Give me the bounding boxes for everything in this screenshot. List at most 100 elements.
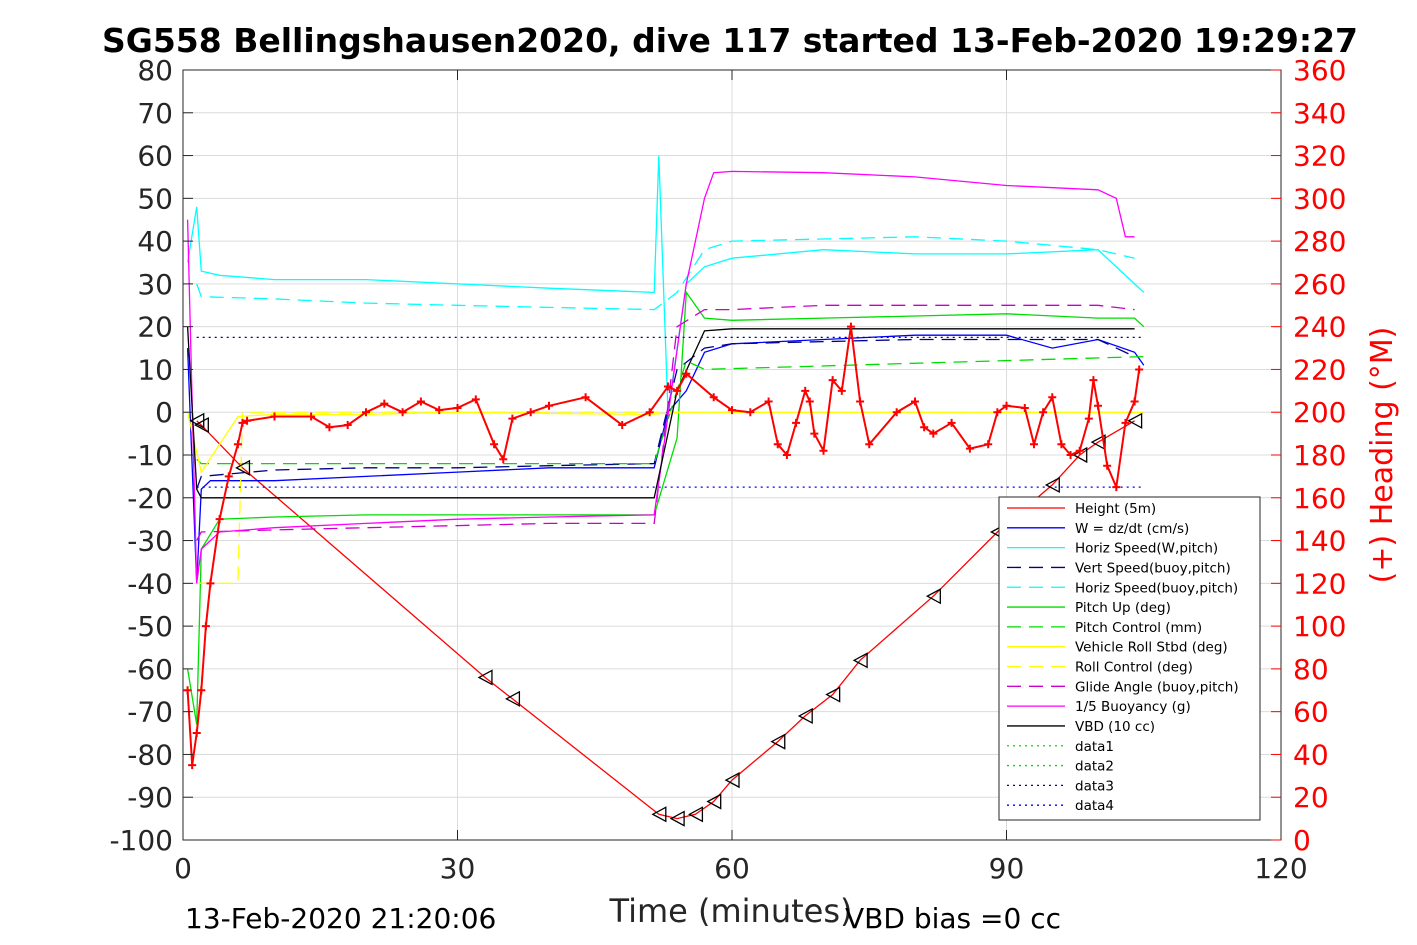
heading-point	[746, 408, 755, 417]
y-tick-label: -100	[109, 824, 173, 857]
x-tick-label: 90	[989, 852, 1025, 885]
legend-label: Pitch Up (deg)	[1075, 600, 1171, 616]
y2-tick-label: 180	[1293, 439, 1346, 472]
heading-point	[1029, 440, 1038, 449]
heading-point	[201, 622, 210, 631]
heading-point	[1089, 376, 1098, 385]
legend-label: Horiz Speed(W,pitch)	[1075, 541, 1218, 557]
heading-point	[1048, 393, 1057, 402]
x-tick-label: 30	[440, 852, 476, 885]
heading-point	[1135, 365, 1144, 374]
legend-label: Vehicle Roll Stbd (deg)	[1075, 640, 1228, 656]
heading-point	[233, 440, 242, 449]
footer-timestamp: 13-Feb-2020 21:20:06	[185, 902, 496, 935]
height-marker	[505, 690, 521, 707]
heading-point	[398, 408, 407, 417]
y-tick-label: -10	[127, 439, 173, 472]
heading-point	[810, 429, 819, 438]
height-marker	[724, 772, 740, 789]
heading-point	[183, 686, 192, 695]
y-tick-label: 0	[155, 396, 173, 429]
heading-point	[238, 418, 247, 427]
heading-point	[1002, 401, 1011, 410]
height-marker	[688, 806, 704, 823]
series-line-1-5-buoyancy-g	[186, 170, 1135, 584]
heading-point	[1112, 483, 1121, 492]
y2-tick-label: 200	[1293, 396, 1346, 429]
legend-label: Roll Control (deg)	[1075, 660, 1193, 676]
y2-tick-label: 40	[1293, 738, 1329, 771]
y2-axis-label: (+) Heading (°M)	[1365, 327, 1400, 584]
y-tick-label: -60	[127, 653, 173, 686]
heading-point	[325, 423, 334, 432]
heading-point	[682, 369, 691, 378]
y2-tick-label: 300	[1293, 182, 1346, 215]
heading-point	[673, 386, 682, 395]
heading-point	[846, 322, 855, 331]
y-tick-label: 30	[137, 268, 173, 301]
heading-point	[490, 440, 499, 449]
y-tick-label: -50	[127, 610, 173, 643]
height-marker	[770, 733, 786, 750]
legend-label: data2	[1075, 759, 1114, 775]
heading-point	[819, 446, 828, 455]
y-tick-label: 80	[137, 54, 173, 87]
y-tick-label: -90	[127, 781, 173, 814]
heading-point	[188, 761, 197, 770]
y2-tick-label: 260	[1293, 268, 1346, 301]
heading-point	[663, 382, 672, 391]
heading-point	[801, 386, 810, 395]
heading-point	[435, 406, 444, 415]
heading-point	[1039, 408, 1048, 417]
heading-point	[307, 412, 316, 421]
legend-box	[998, 496, 1261, 821]
heading-point	[508, 414, 517, 423]
legend-label: Glide Angle (buoy,pitch)	[1075, 679, 1239, 695]
heading-point	[224, 472, 233, 481]
heading-point	[192, 729, 201, 738]
height-marker	[669, 810, 685, 827]
series-line-vert-speed-buoy-pitch	[196, 338, 1135, 490]
heading-point	[343, 421, 352, 430]
height-marker	[797, 707, 813, 725]
height-marker	[825, 686, 841, 703]
heading-point	[920, 423, 929, 432]
series-line-horiz-speed-buoy-pitch	[196, 236, 1135, 311]
heading-point	[965, 444, 974, 453]
heading-point	[947, 418, 956, 427]
heading-point	[362, 408, 370, 417]
y-tick-label: -20	[127, 482, 173, 515]
heading-point	[837, 386, 846, 395]
heading-point	[499, 455, 508, 464]
y-tick-label: 50	[137, 182, 173, 215]
legend-label: Pitch Control (mm)	[1075, 620, 1202, 636]
heading-point	[1130, 397, 1139, 406]
y-tick-label: 60	[137, 140, 173, 173]
height-marker	[1127, 412, 1143, 429]
height-marker	[706, 793, 722, 810]
y-tick-label: 70	[137, 97, 173, 130]
heading-point	[1121, 418, 1130, 427]
y-tick-label: 10	[137, 353, 173, 386]
height-marker	[651, 806, 667, 823]
ticks-layer: 0 30 60 90 12080706050403020100-10-20-30-40-…	[109, 54, 1346, 885]
legend-label: data3	[1075, 778, 1114, 794]
series-line-w-dz-dt-cm-s	[186, 334, 1145, 584]
legend-label: Vert Speed(buoy,pitch)	[1075, 560, 1231, 576]
heading-point	[416, 397, 425, 406]
y-tick-label: -80	[127, 738, 173, 771]
height-marker	[925, 588, 941, 605]
y2-tick-label: 160	[1293, 482, 1346, 515]
y2-tick-label: 80	[1293, 653, 1329, 686]
heading-point	[545, 401, 553, 410]
y2-tick-label: 120	[1293, 567, 1346, 600]
series-line-height-5m	[196, 420, 1135, 820]
legend-label: Horiz Speed(buoy,pitch)	[1075, 580, 1238, 596]
heading-point	[1084, 414, 1093, 423]
height-marker	[235, 459, 251, 476]
heading-point	[993, 408, 1002, 417]
heading-point	[197, 686, 206, 695]
y2-tick-label: 360	[1293, 54, 1346, 87]
legend-label: 1/5 Buoyancy (g)	[1075, 699, 1191, 715]
